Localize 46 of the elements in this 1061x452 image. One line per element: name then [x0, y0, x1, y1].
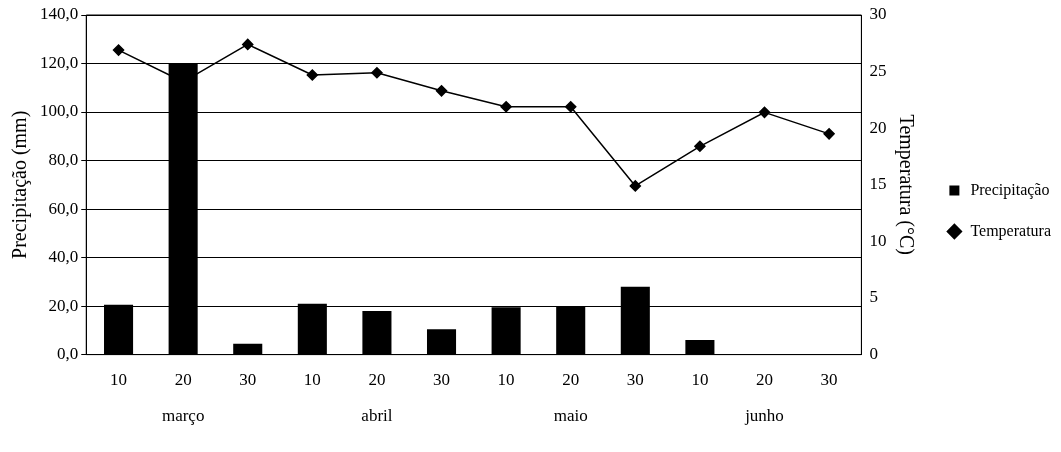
point: [371, 66, 383, 79]
x-tick-label: 10: [110, 370, 128, 390]
x-tick-label: 10: [497, 370, 515, 390]
text: abril: [361, 406, 393, 426]
y2-tick-label: 5: [869, 287, 878, 307]
point: [629, 180, 642, 192]
x-tick-label: 20: [756, 370, 773, 390]
point: [112, 44, 125, 56]
x-tick-label: 30: [820, 370, 838, 390]
x-tick-label: 30: [239, 370, 257, 390]
text: junho: [744, 406, 784, 426]
x-tick-label: 20: [368, 370, 386, 390]
point: [435, 85, 448, 97]
y-tick-label: 140,0: [40, 4, 79, 24]
y-tick-label: 60,0: [48, 198, 79, 218]
legend-label: Temperatura: [970, 221, 1051, 240]
x-tick-label: 10: [303, 370, 321, 390]
y2-axis-title: Temperatura (°C): [895, 114, 919, 256]
y-tick-label: 100,0: [40, 101, 79, 121]
point: [564, 100, 577, 113]
y-tick-label: 40,0: [48, 247, 79, 267]
y-axis-title: Precipitação (mm): [8, 110, 32, 259]
point: [694, 140, 706, 153]
x-tick-label: 10: [691, 370, 709, 390]
y-tick-label: 80,0: [48, 150, 79, 170]
text: março: [161, 406, 205, 426]
y2-tick-label: 20: [869, 117, 887, 137]
y2-tick-label: 25: [869, 61, 887, 81]
point: [241, 38, 254, 51]
y-tick-label: 0,0: [57, 344, 79, 364]
text: maio: [553, 406, 588, 426]
y-tick-label: 20,0: [48, 295, 79, 315]
x-tick-label: 20: [562, 370, 580, 390]
point: [306, 69, 319, 81]
x-tick-label: 30: [433, 370, 451, 390]
x-tick-label: 30: [626, 370, 644, 390]
y2-tick-label: 30: [869, 4, 887, 24]
y2-tick-label: 10: [869, 230, 887, 250]
point: [500, 100, 512, 113]
y2-tick-label: 0: [869, 344, 878, 364]
point: [758, 106, 771, 119]
y-tick-label: 120,0: [40, 52, 79, 72]
point: [823, 128, 835, 140]
legend-label: Precipitação: [970, 180, 1050, 199]
x-tick-label: 20: [174, 370, 192, 390]
y2-tick-label: 15: [869, 174, 887, 194]
